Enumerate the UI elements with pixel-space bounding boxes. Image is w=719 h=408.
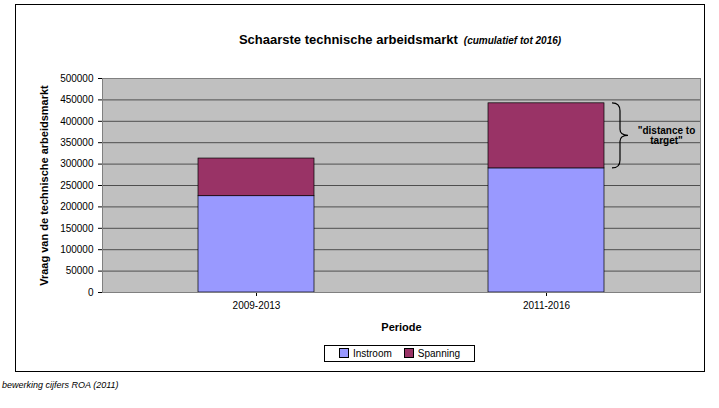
svg-text:2011-2016: 2011-2016 (523, 300, 571, 311)
svg-text:200000: 200000 (60, 201, 94, 212)
html-text:Instroom: Instroom (352, 348, 392, 359)
html-text:bewerking cijfers ROA (2011): bewerking cijfers ROA (2011) (2, 380, 119, 390)
html-text:Spanning: Spanning (417, 348, 461, 359)
svg-text:Vraag van de technische arbeid: Vraag van de technische arbeidsmarkt (38, 85, 50, 286)
svg-text:500000: 500000 (60, 73, 94, 84)
svg-text:150000: 150000 (60, 223, 94, 234)
html-text:Schaarste technische arbeidsma: Schaarste technische arbeidsmarkt (cumul… (238, 32, 562, 47)
svg-text:450000: 450000 (60, 94, 94, 105)
svg-text:300000: 300000 (60, 158, 94, 169)
svg-text:"distance totarget": "distance totarget" (638, 125, 696, 146)
svg-text:50000: 50000 (66, 265, 94, 276)
svg-text:250000: 250000 (60, 180, 94, 191)
svg-text:0: 0 (88, 287, 94, 298)
svg-text:100000: 100000 (60, 244, 94, 255)
svg-text:400000: 400000 (60, 116, 94, 127)
svg-text:Periode: Periode (381, 321, 421, 333)
svg-text:2009-2013: 2009-2013 (233, 300, 281, 311)
svg-text:350000: 350000 (60, 137, 94, 148)
